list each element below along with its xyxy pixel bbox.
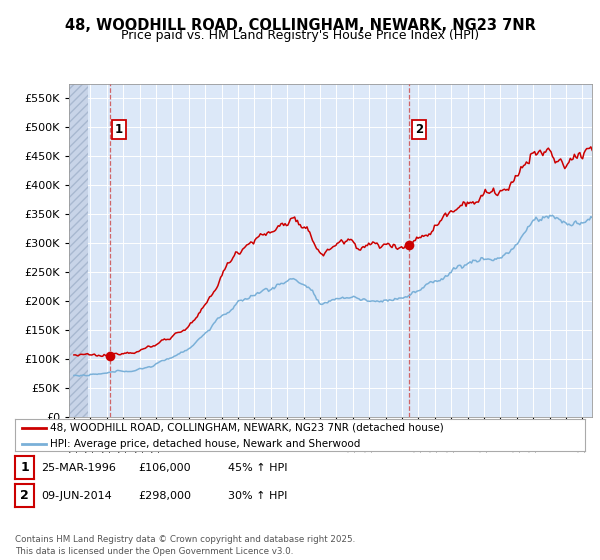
Text: 1: 1	[20, 461, 29, 474]
Text: HPI: Average price, detached house, Newark and Sherwood: HPI: Average price, detached house, Newa…	[50, 439, 361, 449]
Text: 09-JUN-2014: 09-JUN-2014	[41, 491, 112, 501]
Text: 45% ↑ HPI: 45% ↑ HPI	[228, 463, 287, 473]
Text: Price paid vs. HM Land Registry's House Price Index (HPI): Price paid vs. HM Land Registry's House …	[121, 29, 479, 42]
Text: 2: 2	[20, 489, 29, 502]
Text: 1: 1	[115, 123, 123, 136]
Text: £106,000: £106,000	[138, 463, 191, 473]
Text: 48, WOODHILL ROAD, COLLINGHAM, NEWARK, NG23 7NR (detached house): 48, WOODHILL ROAD, COLLINGHAM, NEWARK, N…	[50, 423, 444, 433]
Text: 2: 2	[415, 123, 423, 136]
Text: 48, WOODHILL ROAD, COLLINGHAM, NEWARK, NG23 7NR: 48, WOODHILL ROAD, COLLINGHAM, NEWARK, N…	[65, 18, 535, 33]
Text: £298,000: £298,000	[138, 491, 191, 501]
Text: Contains HM Land Registry data © Crown copyright and database right 2025.
This d: Contains HM Land Registry data © Crown c…	[15, 535, 355, 556]
Bar	[69, 84, 88, 417]
Text: 30% ↑ HPI: 30% ↑ HPI	[228, 491, 287, 501]
Text: 25-MAR-1996: 25-MAR-1996	[41, 463, 116, 473]
